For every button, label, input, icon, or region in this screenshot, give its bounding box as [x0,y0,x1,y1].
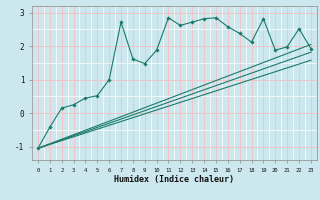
X-axis label: Humidex (Indice chaleur): Humidex (Indice chaleur) [115,175,234,184]
